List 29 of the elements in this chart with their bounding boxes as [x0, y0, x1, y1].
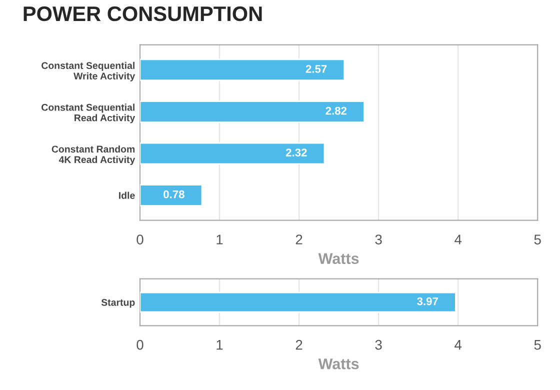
bar	[140, 100, 365, 123]
x-tick-label: 3	[375, 234, 382, 244]
bar	[140, 184, 203, 206]
x-tick-label: 0	[136, 340, 144, 350]
y-tick-label: Idle	[119, 192, 135, 199]
y-tick-label: Startup	[101, 298, 135, 308]
x-tick-label: 0	[136, 234, 144, 244]
data-label: 2.32	[286, 148, 307, 156]
x-tick-label: 4	[454, 340, 462, 350]
x-tick-label: 5	[534, 234, 541, 244]
x-tick-label: 2	[296, 234, 302, 244]
x-tick-label: 5	[534, 340, 541, 350]
x-tick-label: 4	[454, 234, 462, 244]
y-tick-label: Constant Sequential Write Activity	[42, 62, 136, 82]
data-label: 3.97	[417, 297, 438, 306]
chart-title: POWER CONSUMPTION	[24, 6, 262, 22]
x-axis-title: Watts	[318, 358, 359, 370]
y-tick-label: Constant Random 4K Read Activity	[52, 145, 136, 165]
x-tick-label: 1	[216, 234, 223, 244]
x-tick-label: 3	[375, 340, 382, 350]
data-label: 2.82	[326, 106, 347, 115]
data-label: 0.78	[164, 190, 184, 198]
y-tick-label: Constant Sequential Read Activity	[42, 104, 136, 124]
bar	[140, 142, 326, 165]
x-tick-label: 1	[216, 340, 223, 350]
bar	[140, 58, 346, 82]
x-tick-label: 2	[296, 340, 302, 350]
data-label: 2.57	[306, 65, 327, 73]
x-axis-title: Watts	[318, 253, 359, 264]
